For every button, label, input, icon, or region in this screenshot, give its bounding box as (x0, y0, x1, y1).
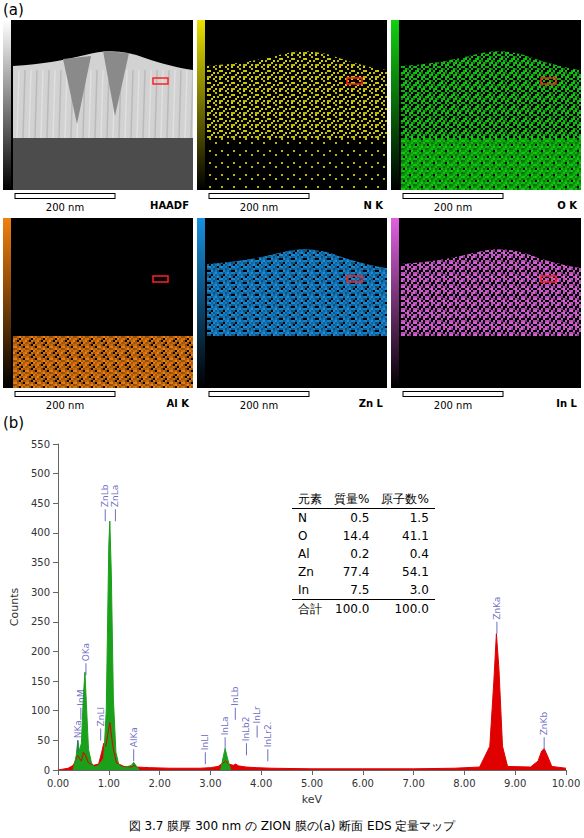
html-text:3.0: 3.0 (409, 583, 429, 597)
svg-text:500: 500 (31, 468, 50, 479)
svg-text:InM: InM (76, 690, 86, 706)
html-text:図 3.7 膜厚 300 nm の ZION 膜の(a) 断: 図 3.7 膜厚 300 nm の ZION 膜の(a) 断面 EDS 定量マッ… (128, 819, 456, 833)
svg-text:keV: keV (302, 793, 323, 806)
svg-text:8.00: 8.00 (453, 778, 475, 789)
svg-text:10.00: 10.00 (552, 778, 581, 789)
svg-text:200 nm: 200 nm (240, 202, 278, 213)
html-text:1.5: 1.5 (409, 511, 429, 525)
html-text:54.1: 54.1 (402, 565, 429, 579)
svg-text:Al K: Al K (167, 398, 191, 409)
svg-text:550: 550 (31, 439, 50, 450)
html-text:N: N (298, 511, 307, 525)
svg-text:ZnLb: ZnLb (100, 484, 110, 507)
svg-text:InLl: InLl (200, 734, 210, 750)
svg-text:O K: O K (557, 200, 578, 211)
svg-text:200: 200 (31, 646, 50, 657)
html-text:41.1: 41.1 (402, 529, 429, 543)
svg-text:InLb2: InLb2 (241, 716, 251, 741)
svg-text:InLr: InLr (252, 706, 262, 723)
html-text:77.4: 77.4 (342, 565, 370, 579)
svg-text:200 nm: 200 nm (434, 202, 472, 213)
svg-text:3.00: 3.00 (199, 778, 221, 789)
svg-text:450: 450 (31, 498, 50, 509)
svg-text:9.00: 9.00 (504, 778, 526, 789)
svg-text:6.00: 6.00 (352, 778, 374, 789)
svg-text:350: 350 (31, 557, 50, 568)
svg-text:250: 250 (31, 616, 50, 627)
svg-text:OKa: OKa (81, 643, 91, 661)
html-text:0.2: 0.2 (350, 547, 370, 561)
svg-text:Counts: Counts (8, 588, 21, 627)
html-text:質量%: 質量% (334, 492, 370, 506)
html-text:元素: 元素 (298, 492, 322, 506)
html-text:100.0: 100.0 (394, 602, 429, 616)
html-text:(b): (b) (3, 414, 25, 432)
svg-text:0.00: 0.00 (47, 778, 69, 789)
svg-text:200 nm: 200 nm (46, 400, 84, 411)
svg-text:AlKa: AlKa (129, 727, 139, 747)
svg-text:200 nm: 200 nm (434, 400, 472, 411)
svg-text:50: 50 (37, 735, 50, 746)
html-text:合計: 合計 (298, 602, 322, 616)
svg-text:NKa: NKa (73, 720, 83, 738)
html-text:14.4: 14.4 (342, 529, 370, 543)
svg-text:N K: N K (363, 200, 384, 211)
svg-text:4.00: 4.00 (250, 778, 272, 789)
html-text:0.4: 0.4 (409, 547, 429, 561)
html-text:0.5: 0.5 (350, 511, 370, 525)
svg-text:2.00: 2.00 (148, 778, 170, 789)
svg-text:InLr2.: InLr2. (263, 722, 273, 748)
html-text:In: In (298, 583, 310, 597)
svg-text:300: 300 (31, 587, 50, 598)
svg-text:InLb: InLb (230, 686, 240, 705)
svg-text:200 nm: 200 nm (240, 400, 278, 411)
svg-text:ZnKa: ZnKa (492, 597, 502, 620)
html-text:7.5: 7.5 (350, 583, 370, 597)
svg-text:InLa: InLa (220, 716, 230, 735)
svg-text:0: 0 (44, 765, 50, 776)
html-text:O: O (298, 529, 308, 543)
html-text:Al: Al (298, 547, 310, 561)
svg-text:1.00: 1.00 (98, 778, 120, 789)
svg-text:100: 100 (31, 705, 50, 716)
svg-text:200 nm: 200 nm (46, 202, 84, 213)
html-text:(a): (a) (3, 1, 24, 19)
svg-text:In L: In L (556, 398, 577, 409)
html-text:原子数%: 原子数% (381, 492, 429, 506)
svg-text:Zn L: Zn L (359, 398, 384, 409)
svg-text:ZnLl: ZnLl (96, 707, 106, 726)
svg-text:ZnLa: ZnLa (110, 485, 120, 507)
svg-text:400: 400 (31, 527, 50, 538)
svg-text:150: 150 (31, 676, 50, 687)
svg-text:5.00: 5.00 (301, 778, 323, 789)
html-text:100.0: 100.0 (335, 602, 370, 616)
html-text:Zn: Zn (298, 565, 314, 579)
svg-text:ZnKb: ZnKb (539, 712, 549, 736)
svg-text:HAADF: HAADF (150, 200, 189, 211)
svg-text:7.00: 7.00 (402, 778, 424, 789)
